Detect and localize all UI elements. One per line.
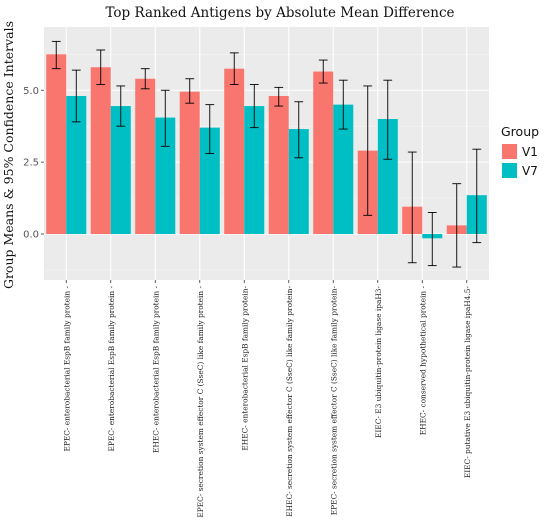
bar-v1	[90, 67, 111, 234]
x-tick-label: EPEC- secretion system effector C (SseC)…	[329, 286, 338, 516]
x-tick-label: EPEC- enterobacterial EspB family protei…	[107, 286, 116, 452]
bar-v1	[313, 71, 334, 234]
x-tick-label: EIEC- putative E3 ubiquitin-protein liga…	[463, 286, 472, 479]
y-tick-label: 2.5	[23, 158, 39, 169]
bar-v7	[199, 127, 220, 234]
y-tick-label: 0.0	[23, 230, 39, 241]
legend-title: Group	[501, 124, 539, 139]
x-tick-label: EIEC- E3 ubiquitin-protein ligase ipaH3-	[374, 285, 383, 438]
legend-label-v1: V1	[522, 145, 538, 159]
y-axis-title: Group Means & 95% Confidence Intervals	[1, 21, 16, 289]
bar-v7	[288, 129, 309, 234]
x-tick-label: EHEC- enterobacterial EspB family protei…	[151, 286, 160, 453]
x-tick-label: EHEC- enterobacterial EspB family protei…	[240, 286, 249, 451]
bar-v1	[268, 96, 289, 234]
x-tick-label: EHEC- conserved hypothetical protein -	[418, 286, 427, 436]
x-tick-label: EPEC- secretion system effector C (SseC)…	[196, 286, 205, 518]
legend-key-v7	[502, 163, 517, 178]
bar-v1	[224, 68, 245, 234]
error-bars	[51, 40, 482, 268]
x-axis: EPEC- enterobacterial EspB family protei…	[62, 280, 472, 518]
bars	[46, 54, 487, 239]
chart-title: Top Ranked Antigens by Absolute Mean Dif…	[105, 5, 454, 21]
bar-v1	[179, 91, 200, 234]
bar-v7	[110, 106, 131, 234]
y-axis: 0.0 2.5 5.0	[23, 86, 44, 241]
legend-label-v7: V7	[522, 164, 538, 178]
y-tick-label: 5.0	[23, 86, 39, 97]
x-tick-label: EPEC- enterobacterial EspB family protei…	[62, 286, 71, 452]
bar-v7	[377, 119, 398, 234]
legend-key-v1	[502, 144, 517, 159]
bar-v1	[135, 78, 156, 234]
bar-v7	[333, 104, 354, 234]
x-tick-label: EHEC- secretion system effector C (SseC)…	[285, 286, 294, 517]
bar-v7	[244, 106, 265, 234]
bar-v1	[46, 54, 67, 234]
bar-v7	[66, 96, 87, 234]
bar-v7	[155, 117, 176, 234]
legend: Group V1 V7	[501, 124, 539, 178]
